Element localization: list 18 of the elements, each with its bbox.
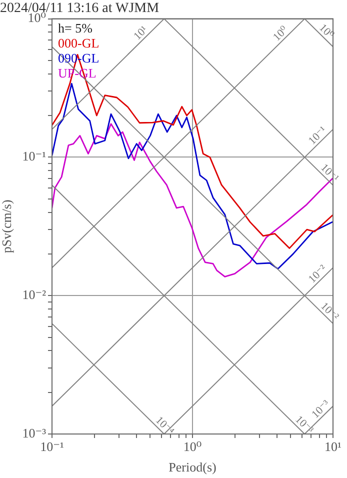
x-tick-label: 10⁰ <box>183 439 202 454</box>
annotation: 10⁰ <box>270 24 291 44</box>
annotation: 10⁰ <box>316 22 336 42</box>
annotation: h= 5% <box>58 20 93 36</box>
annotation: 10⁻² <box>306 262 330 286</box>
y-axis-title: pSv(cm/s) <box>0 200 14 254</box>
annotation: 10¹ <box>132 24 150 42</box>
y-tick-label: 10⁻² <box>22 287 46 302</box>
series-label: 000-GL <box>58 36 100 51</box>
x-axis-title: Period(s) <box>168 460 216 475</box>
annotation: 10⁻² <box>318 300 342 324</box>
x-tick-label: 10⁻¹ <box>40 439 64 454</box>
annotation: 10⁻⁴ <box>153 414 176 438</box>
y-tick-label: 10⁻¹ <box>22 148 46 164</box>
x-tick-label: 10¹ <box>324 439 342 454</box>
annotation: 10⁻¹ <box>306 124 330 148</box>
annotation: 10⁻¹ <box>318 162 341 184</box>
y-tick-label: 10⁻³ <box>22 425 46 440</box>
